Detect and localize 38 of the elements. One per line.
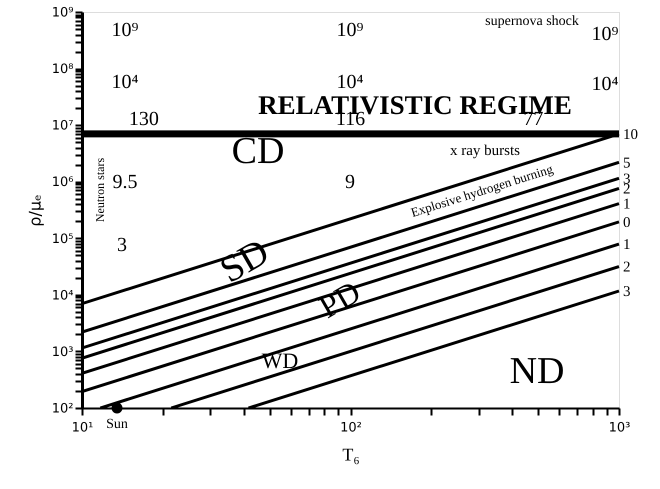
annotation: Neutron stars [93,158,107,222]
y-tick-label: 10⁶ [52,175,74,190]
y-tick-label: 10⁵ [52,232,74,247]
annotation: 10⁹ [112,19,139,41]
annotation: 9 [345,171,355,193]
series-label: 3 [623,284,630,300]
series-label: 1 [623,196,630,213]
x-tick-label: 10³ [608,420,630,436]
y-tick-label: 10⁸ [52,62,74,78]
x-tick-label: 10² [340,420,362,436]
annotation: 130 [128,108,159,130]
annotation: 9.5 [112,171,138,193]
annotation: WD [262,348,298,373]
series-label: 10 [623,126,638,143]
annotation: 10⁹ [336,19,364,41]
annotation: 10⁴ [336,71,364,93]
y-tick-label: 10² [52,402,74,416]
annotation: 10⁹ [592,23,619,45]
series-label: Sun [106,417,128,432]
annotation: CD [232,130,284,172]
series-label: 2 [623,260,630,276]
y-tick-label: 10⁴ [52,288,74,304]
x-tick-label: 10¹ [72,420,94,436]
annotation: supernova shock [485,14,579,29]
annotation: ND [510,350,564,392]
annotation: 10⁴ [112,71,139,93]
series-label: 0 [623,214,630,231]
x-axis-title: T₆ [342,444,360,464]
annotation: Explosive hydrogen burning [408,160,556,220]
series-label: 5 [623,155,630,172]
y-axis-title: ρ/μₑ [26,194,45,227]
y-tick-label: 10³ [52,344,74,360]
annotation: 10⁴ [592,73,619,95]
annotation: x ray bursts [450,143,520,159]
y-tick-label: 10⁷ [52,118,74,134]
y-tick-label: 10⁹ [52,6,74,20]
series-label: 1 [623,237,630,254]
annotation: 3 [117,234,127,256]
